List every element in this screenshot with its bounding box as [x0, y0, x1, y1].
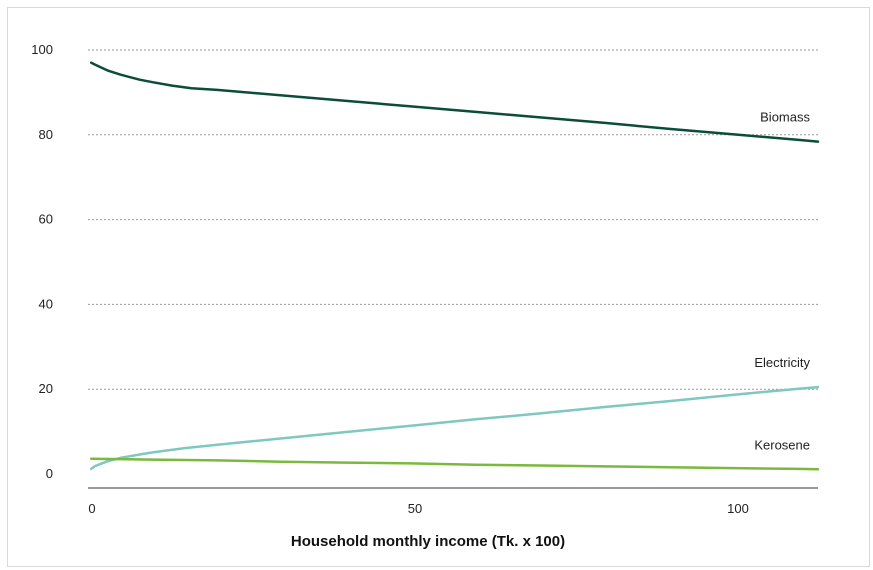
y-tick-label: 60 — [39, 212, 53, 227]
series-label-biomass: Biomass — [760, 110, 810, 125]
y-tick-label: 80 — [39, 127, 53, 142]
series-labels: Biomass Electricity Kerosene — [754, 110, 810, 453]
gridlines — [88, 49, 818, 390]
series-line-kerosene — [89, 457, 820, 471]
chart-frame: 0 20 40 60 80 100 0 50 100 Biomass Electricity Ker… — [7, 7, 870, 567]
axes: 0 20 40 60 80 100 0 50 100 — [31, 42, 818, 516]
series-label-kerosene: Kerosene — [754, 437, 810, 452]
x-tick-label: 100 — [727, 501, 749, 516]
series-lines — [89, 61, 820, 471]
series-line-biomass — [89, 61, 820, 143]
y-tick-label: 100 — [31, 42, 53, 57]
line-chart: 0 20 40 60 80 100 0 50 100 Biomass Electricity Ker… — [31, 42, 820, 550]
series-line-electricity — [89, 385, 820, 471]
series-label-electricity: Electricity — [754, 355, 810, 370]
y-tick-label: 40 — [39, 296, 53, 311]
x-tick-label: 0 — [88, 501, 95, 516]
x-axis-title: Household monthly income (Tk. x 100) — [291, 533, 565, 550]
y-tick-label: 20 — [39, 381, 53, 396]
y-tick-label: 0 — [46, 466, 53, 481]
x-tick-label: 50 — [408, 501, 422, 516]
